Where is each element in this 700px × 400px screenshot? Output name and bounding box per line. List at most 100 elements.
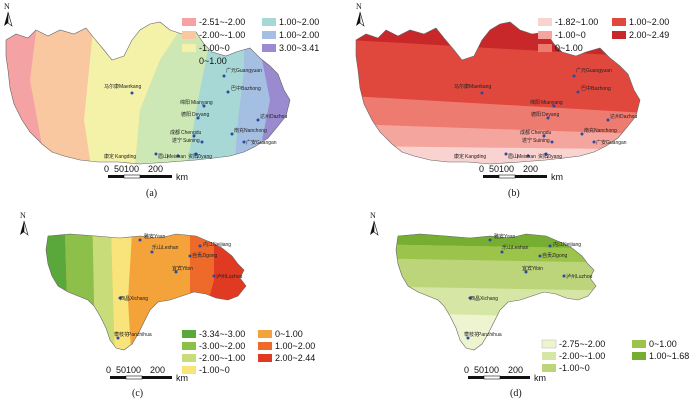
city-label-en: Kangding	[465, 154, 486, 160]
city-point	[562, 274, 566, 278]
city-label-cn: 南充	[584, 127, 594, 134]
legend-swatch	[182, 366, 196, 374]
city-point	[504, 152, 508, 156]
region-outline	[45, 233, 247, 351]
city-label-cn: 泸州	[216, 273, 226, 280]
city-point	[198, 244, 202, 248]
city-point	[546, 116, 550, 120]
city-label-en: Deyang	[542, 112, 559, 118]
north-arrow: N	[4, 2, 13, 27]
legend-swatch	[538, 18, 552, 26]
legend-swatch	[258, 330, 272, 338]
legend-swatch	[182, 31, 196, 39]
city-point	[192, 134, 196, 138]
city-point	[526, 154, 530, 158]
city-label-cn: 绵阳	[530, 99, 540, 106]
city-label-cn: 广安	[246, 139, 256, 146]
city-label-en: Luzhou	[576, 274, 593, 280]
legend-b: -1.82~1.00 1.00~2.00 -1.00~0 2.00~2.49 0…	[538, 17, 669, 53]
city-label-cn: 遂宁	[522, 137, 532, 144]
city-label-en: Ziyang	[547, 154, 562, 160]
panel-c: N 雅安 Yaan 乐山 Leshan 内江 Neijiang 自贡 Zigong 宜宾…	[0, 200, 350, 400]
north-label: N	[4, 2, 10, 11]
city-point	[196, 116, 200, 120]
city-label-en: Bazhong	[591, 86, 611, 92]
city-label-en: Suining	[183, 138, 200, 144]
city-label-cn: 自贡	[192, 252, 202, 259]
legend-swatch	[258, 342, 272, 350]
city-point	[188, 254, 192, 258]
legend-swatch	[262, 44, 276, 52]
city-label-en: Zigong	[552, 253, 568, 259]
legend-swatch	[612, 31, 626, 39]
region-outline	[5, 21, 291, 165]
city-label-cn: 广元	[576, 67, 586, 74]
scale-tick: 50100	[474, 365, 499, 375]
city-point	[552, 104, 556, 108]
legend-swatch	[182, 18, 196, 26]
city-label-en: Nanchong	[594, 128, 617, 134]
scale-tick: 50100	[489, 164, 514, 174]
city-point	[480, 91, 484, 95]
city-label-en: Dazhou	[270, 114, 287, 120]
legend-label: 1.00~2.00	[275, 341, 315, 351]
city-label-cn: 巴中	[231, 85, 241, 92]
city-label-en: Meishan	[167, 154, 186, 160]
city-label-cn: 雅安	[494, 233, 504, 240]
city-label-cn: 成都	[170, 129, 180, 136]
city-label-en: Nanchong	[244, 128, 267, 134]
city-label-cn: 德阳	[181, 111, 191, 118]
city-point	[116, 336, 120, 340]
city-point	[154, 152, 158, 156]
scale-tick: 0	[104, 164, 109, 174]
city-point	[606, 118, 610, 122]
city-point	[230, 132, 234, 136]
city-label-en: Guangan	[256, 140, 277, 146]
city-point	[466, 336, 470, 340]
legend-label: -2.00~-1.00	[199, 353, 245, 363]
north-label: N	[370, 211, 376, 220]
legend-label: -2.00~-1.00	[199, 30, 245, 40]
city-label-en: Meishan	[517, 154, 536, 160]
legend-swatch	[258, 354, 272, 362]
city-label-cn: 马尔康	[104, 83, 119, 90]
scale-bar: 0 50100 200 km	[104, 164, 188, 182]
city-label-cn: 康定	[104, 153, 114, 160]
legend-label: -3.34~-3.00	[199, 329, 245, 339]
panel-caption: (c)	[132, 388, 143, 399]
city-label-cn: 广元	[226, 67, 236, 74]
city-point	[542, 134, 546, 138]
legend-label: 1.00~2.00	[279, 17, 319, 27]
north-arrow: N	[370, 211, 379, 236]
city-label-en: Guangan	[606, 140, 627, 146]
north-arrow: N	[356, 2, 365, 27]
legend-label: -1.00~0	[559, 363, 590, 373]
legend-swatch	[182, 342, 196, 350]
scale-unit: km	[176, 373, 188, 383]
city-point	[212, 274, 216, 278]
map-a: N 巴中 Bazhong 广元 Guangyuan 马尔康 Maerkang 绵阳 Mi…	[4, 2, 319, 199]
city-point	[550, 140, 554, 144]
legend-swatch	[542, 352, 556, 360]
city-label-cn: 雅安	[144, 233, 154, 240]
city-point	[500, 250, 504, 254]
city-point	[548, 244, 552, 248]
city-label-en: Panzhihua	[128, 332, 152, 338]
city-label-en: Deyang	[192, 112, 209, 118]
legend-d: -2.75~-2.00 0~1.00 -2.00~-1.00 1.00~1.68…	[541, 339, 689, 373]
legend-label: 3.00~3.41	[279, 43, 319, 53]
legend-swatch	[542, 364, 556, 372]
legend-label: 0~1.00	[199, 56, 227, 66]
region-outline	[355, 21, 641, 165]
city-label-en: Guangyuan	[586, 68, 612, 74]
city-label-en: Luzhou	[226, 274, 243, 280]
city-label-cn: 攀枝花	[464, 331, 479, 338]
city-point	[488, 238, 492, 242]
city-point	[572, 74, 576, 78]
north-arrow: N	[20, 211, 29, 236]
scale-tick: 200	[508, 365, 523, 375]
city-label-cn: 泸州	[566, 273, 576, 280]
city-label-en: Mianyang	[541, 100, 563, 106]
city-label-cn: 成都	[520, 129, 530, 136]
city-label-cn: 乐山	[502, 244, 512, 251]
